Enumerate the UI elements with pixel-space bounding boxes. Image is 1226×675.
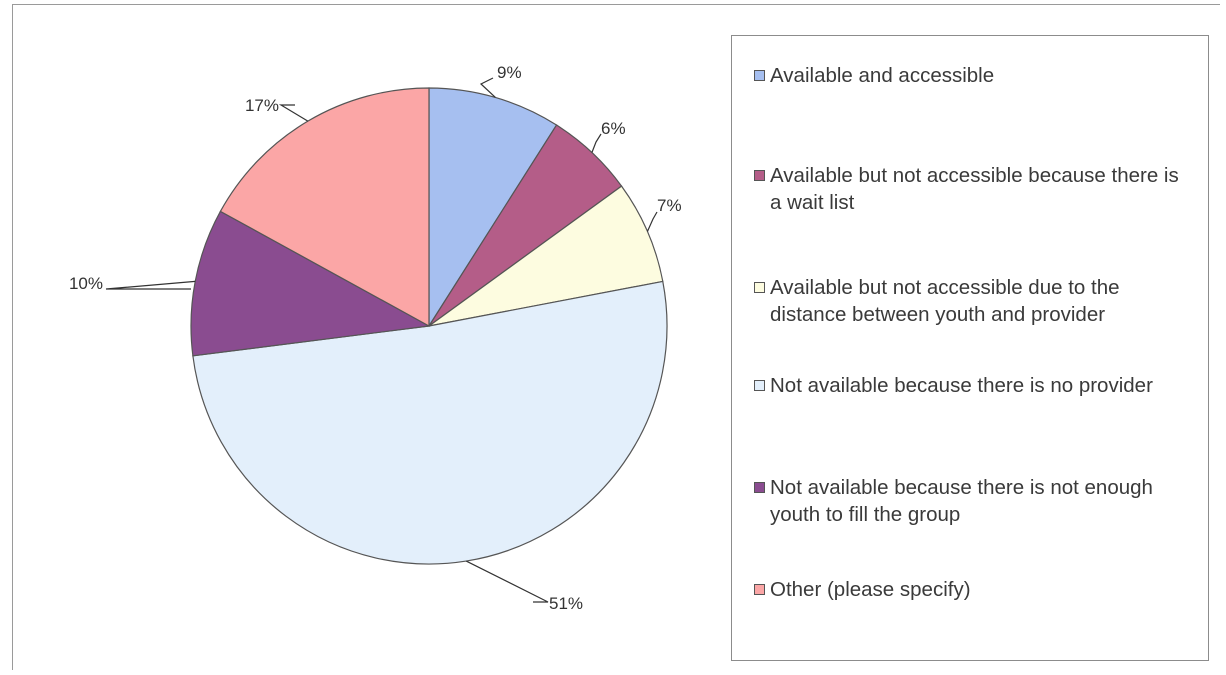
- legend-label: Other (please specify): [770, 578, 971, 601]
- data-label-not-enough-youth: 10%: [69, 274, 103, 293]
- legend-swatch: [754, 482, 765, 493]
- data-label-no-provider: 51%: [549, 594, 583, 613]
- pie-chart: 9% 6% 7% 51% 10% 17%: [69, 63, 682, 613]
- data-label-available-accessible: 9%: [497, 63, 522, 82]
- pie-slice-other: [219, 87, 430, 328]
- legend-label: Not available because there is no provid…: [770, 374, 1153, 397]
- legend: Available and accessible Available but n…: [731, 35, 1209, 661]
- leader-line-other: [278, 104, 309, 122]
- leader-line-no-provider: [465, 560, 549, 603]
- legend-swatch: [754, 170, 765, 181]
- pie-slice-available-accessible: [428, 87, 558, 329]
- legend-item-wait-list: Available but not accessible because the…: [754, 162, 1194, 216]
- legend-swatch: [754, 70, 765, 81]
- legend-item-no-provider: Not available because there is no provid…: [754, 372, 1194, 399]
- legend-item-not-enough-youth: Not available because there is not enoug…: [754, 474, 1194, 528]
- data-label-wait-list: 6%: [601, 119, 626, 138]
- legend-item-distance: Available but not accessible due to the …: [754, 274, 1194, 328]
- legend-label: Available but not accessible due to the …: [770, 276, 1120, 326]
- leader-line-wait-list: [591, 133, 602, 153]
- pie-slice-not-enough-youth: [190, 210, 431, 357]
- data-label-other: 17%: [245, 96, 279, 115]
- legend-swatch: [754, 584, 765, 595]
- leader-line-not-enough-youth: [105, 280, 196, 290]
- pie-slice-distance: [428, 185, 664, 327]
- leader-line-available-accessible: [479, 77, 496, 98]
- legend-swatch: [754, 282, 765, 293]
- legend-label: Available but not accessible because the…: [770, 164, 1179, 214]
- leader-line-distance: [646, 211, 658, 232]
- legend-item-available-accessible: Available and accessible: [754, 62, 1194, 89]
- legend-swatch: [754, 380, 765, 391]
- legend-label: Available and accessible: [770, 64, 995, 87]
- legend-item-other: Other (please specify): [754, 576, 1194, 603]
- chart-frame: 9% 6% 7% 51% 10% 17% Available and accessible…: [12, 4, 1220, 670]
- data-label-distance: 7%: [657, 196, 682, 215]
- legend-label: Not available because there is not enoug…: [770, 476, 1153, 526]
